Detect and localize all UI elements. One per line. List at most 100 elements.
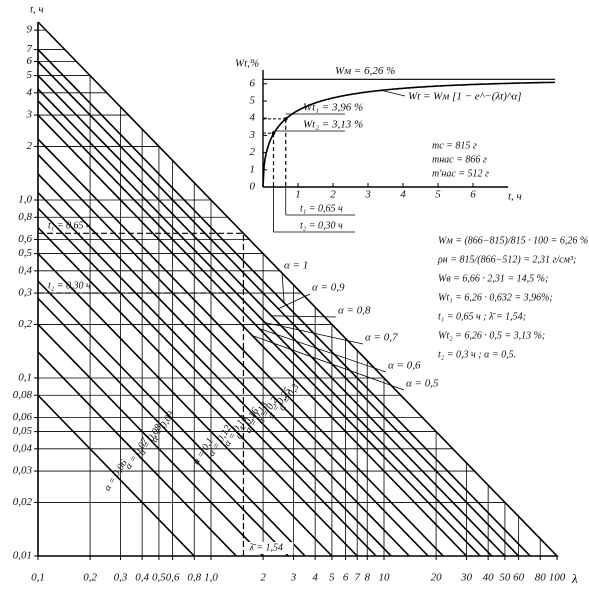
point-label: Wt₂ = 3,13 % bbox=[303, 119, 363, 131]
x-tick-label: 0,6 bbox=[166, 572, 180, 584]
point-label: Wt₁ = 3,96 % bbox=[303, 102, 363, 114]
x-tick-label: 30 bbox=[460, 572, 473, 584]
y-tick-label: 5 bbox=[27, 69, 33, 81]
calculation: Wм = (866−815)/815 · 100 = 6,26 %; bbox=[438, 235, 589, 246]
y-tick-label: 0,2 bbox=[18, 318, 32, 330]
x-tick-label: 0,5 bbox=[152, 572, 166, 584]
t-label: t₂ = 0,30 ч bbox=[300, 220, 343, 231]
x-tick-label: 80 bbox=[535, 572, 547, 584]
wm-label: Wм = 6,26 % bbox=[335, 65, 395, 77]
saturation-curve bbox=[262, 81, 555, 188]
y-tick-label: 0,4 bbox=[18, 264, 32, 276]
inset-x-tick-label: 5 bbox=[435, 189, 441, 201]
inset-y-tick-label: 5 bbox=[250, 95, 256, 107]
calculation: ρн = 815/(866−512) = 2,31 г/см³; bbox=[437, 254, 576, 265]
formula: Wt = Wм [1 − e^−(λt)^α] bbox=[408, 91, 522, 103]
mass-label: mнас = 866 г bbox=[432, 154, 487, 165]
inset-x-tick-label: 6 bbox=[470, 189, 476, 201]
alpha-line bbox=[38, 60, 520, 556]
calculation: Wв = 6,66 · 2,31 = 14,5 %; bbox=[438, 273, 548, 284]
x-axis-label: λ bbox=[571, 571, 578, 586]
y-tick-label: 0,6 bbox=[18, 233, 32, 245]
y-tick-label: 0,3 bbox=[18, 287, 32, 299]
y-tick-label: 4 bbox=[27, 86, 33, 98]
alpha-line bbox=[38, 138, 444, 556]
y-tick-label: 0,1 bbox=[18, 372, 32, 384]
x-tick-label: 0,1 bbox=[31, 572, 45, 584]
y-tick-label: 9 bbox=[27, 24, 33, 36]
x-tick-label: 50 bbox=[499, 572, 511, 584]
alpha-label: α = 0,9 bbox=[312, 282, 345, 294]
alpha-line bbox=[38, 207, 377, 556]
calculation: Wt₂ = 6,26 · 0,5 = 3,13 %; bbox=[438, 330, 545, 341]
leader-line bbox=[271, 315, 337, 318]
guide-label: t₂ = 0,30 ч bbox=[48, 280, 91, 291]
x-tick-label: 40 bbox=[483, 572, 495, 584]
point bbox=[271, 131, 276, 135]
leader-line bbox=[379, 89, 406, 97]
y-axis-label: t, ч bbox=[30, 4, 44, 16]
inset-y-tick-label: 2 bbox=[250, 146, 256, 158]
y-tick-label: 0,08 bbox=[13, 389, 33, 401]
calculation: t₁ = 0,65 ч ; λ̄ = 1,54; bbox=[438, 311, 526, 322]
y-tick-label: 3 bbox=[26, 109, 33, 121]
point bbox=[283, 117, 288, 121]
inset-x-tick-label: 2 bbox=[330, 189, 336, 201]
mass-label: m′нас = 512 г bbox=[432, 168, 489, 179]
alpha-label: α = 0,6 bbox=[388, 360, 421, 372]
x-tick-label: 4 bbox=[312, 572, 318, 584]
x-tick-label: 1,0 bbox=[204, 572, 218, 584]
inset-x-tick-label: 1 bbox=[295, 189, 301, 201]
alpha-line bbox=[38, 297, 289, 556]
calculation: t₂ = 0,3 ч ; α = 0,5. bbox=[438, 349, 516, 360]
leader-line bbox=[252, 335, 405, 391]
x-tick-label: 100 bbox=[549, 572, 566, 584]
alpha-line bbox=[38, 351, 237, 556]
inset-y-label: Wt,% bbox=[235, 58, 259, 70]
alpha-line bbox=[38, 323, 264, 556]
x-tick-label: 60 bbox=[513, 572, 525, 584]
calculation: Wt₁ = 6,26 · 0,632 = 3,96%; bbox=[438, 292, 553, 303]
alpha-label: α = 0,5 bbox=[406, 378, 439, 390]
alpha-label: α = 0,8 bbox=[338, 305, 371, 317]
label-bg bbox=[247, 542, 294, 554]
x-tick-label: 7 bbox=[354, 572, 360, 584]
alpha-line bbox=[38, 280, 306, 556]
alpha-line bbox=[38, 154, 429, 556]
t-label: t₁ = 0,65 ч bbox=[300, 203, 343, 214]
x-tick-label: 0,3 bbox=[114, 572, 128, 584]
mass-label: mс = 815 г bbox=[432, 140, 477, 151]
x-tick-label: 0,4 bbox=[135, 572, 149, 584]
x-tick-label: 6 bbox=[343, 572, 349, 584]
y-tick-label: 0,04 bbox=[13, 442, 33, 454]
leader-line bbox=[281, 271, 285, 303]
x-tick-label: 5 bbox=[329, 572, 335, 584]
y-tick-label: 0,02 bbox=[13, 496, 33, 508]
guide-label: t₁ = 0,65 ч bbox=[48, 221, 91, 232]
alpha-line bbox=[38, 227, 358, 556]
x-tick-label: 0,2 bbox=[83, 572, 97, 584]
alpha-line bbox=[38, 173, 410, 556]
y-tick-label: 1,0 bbox=[18, 194, 32, 206]
y-tick-label: 0,8 bbox=[18, 211, 32, 223]
inset-x-label: t, ч bbox=[508, 191, 522, 203]
leader-line bbox=[258, 328, 387, 373]
inset-x-tick-label: 3 bbox=[364, 189, 371, 201]
inset-y-tick-label: 6 bbox=[250, 77, 256, 89]
y-tick-label: 0,05 bbox=[13, 425, 33, 437]
inset-y-tick-label: 3 bbox=[249, 129, 256, 141]
x-tick-label: 3 bbox=[290, 572, 297, 584]
leader-line bbox=[264, 322, 364, 345]
x-tick-label: 20 bbox=[431, 572, 443, 584]
y-tick-label: 0,5 bbox=[18, 247, 32, 259]
alpha-line bbox=[38, 88, 493, 556]
alpha-label: α = 1 bbox=[284, 260, 308, 272]
alpha-line bbox=[38, 100, 481, 556]
alpha-line bbox=[38, 253, 333, 556]
inset-y-tick-label: 1 bbox=[250, 163, 256, 175]
x-tick-label: 8 bbox=[364, 572, 370, 584]
inset-x-tick-label: 4 bbox=[400, 189, 406, 201]
guide-label: λ̄ = 1,54 bbox=[248, 542, 283, 553]
x-tick-label: 0,8 bbox=[187, 572, 201, 584]
